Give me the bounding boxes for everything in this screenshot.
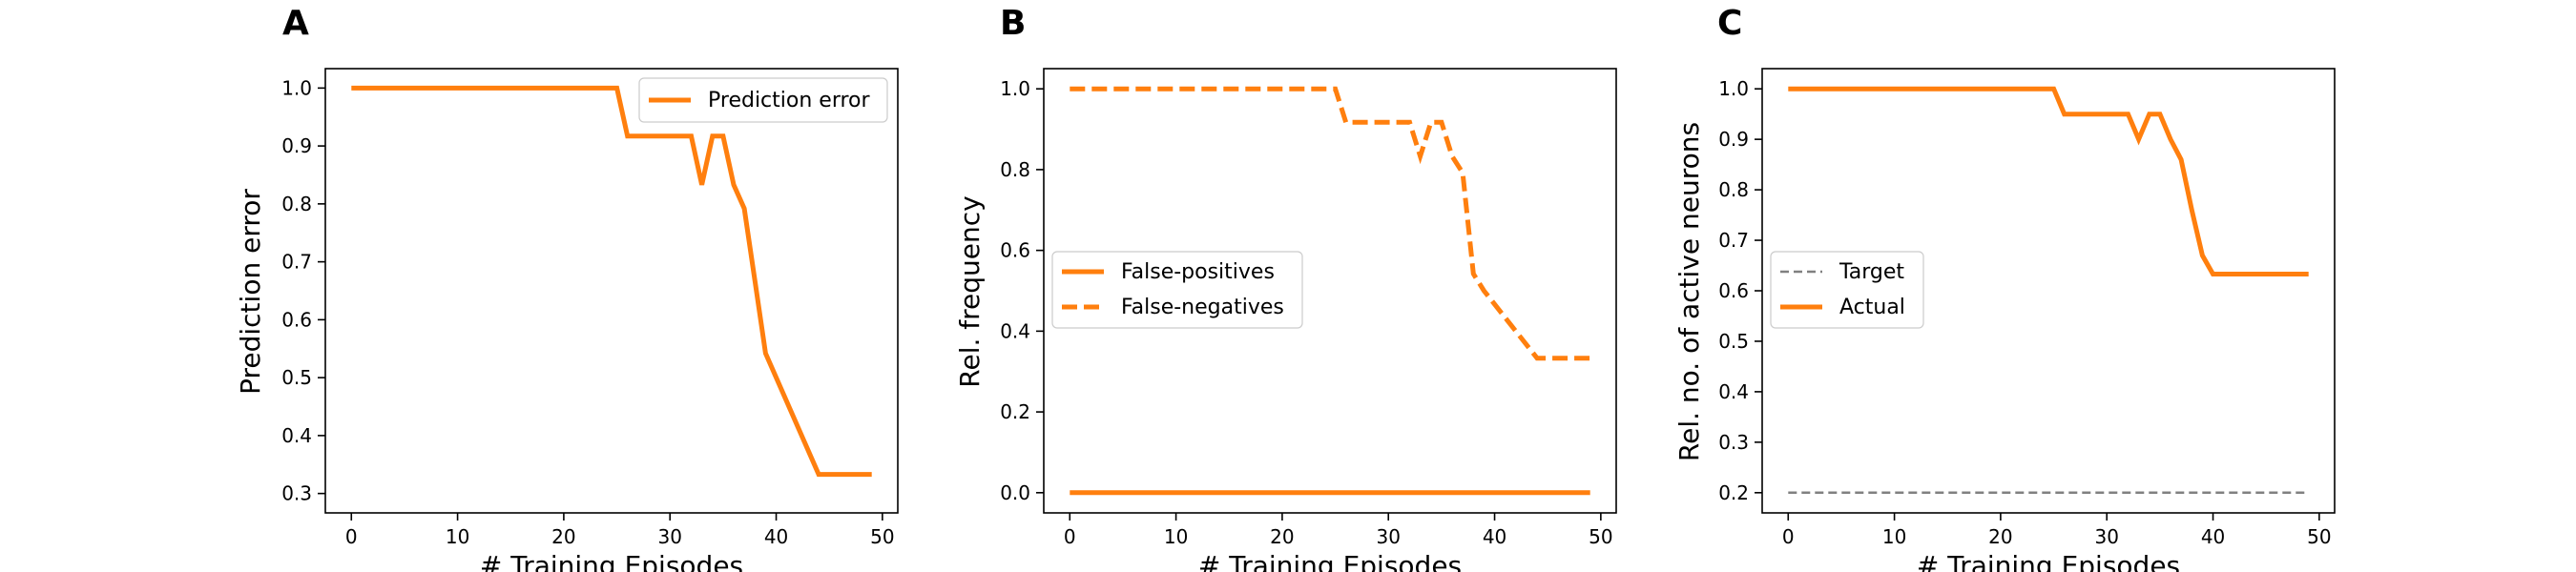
plot-frame-b	[1043, 68, 1617, 514]
legend-label-target: Target	[1839, 260, 1904, 284]
xlabel-b: # Training Episodes	[1198, 550, 1462, 572]
panel-letter-b: B	[1000, 4, 1026, 43]
ytick-label-b-3: 0.6	[1000, 239, 1030, 262]
ytick-label-a-3: 0.6	[281, 308, 312, 331]
xtick-label-c-30: 30	[2094, 525, 2118, 548]
legend-label-false-negatives: False-negatives	[1121, 296, 1284, 319]
xlabel-c: # Training Episodes	[1917, 550, 2180, 572]
ytick-label-a-6: 0.9	[281, 134, 312, 157]
ytick-label-a-4: 0.7	[281, 251, 312, 274]
ticks-b: 0 10 20 30 40 50 0.0 0.2 0.4 0.6 0.8 1.0	[1000, 77, 1612, 548]
ytick-label-c-4: 0.6	[1718, 279, 1749, 302]
ytick-label-b-4: 0.8	[1000, 158, 1030, 181]
ytick-label-c-8: 1.0	[1718, 77, 1749, 100]
ytick-label-c-3: 0.5	[1718, 330, 1749, 353]
xtick-label-c-10: 10	[1882, 525, 1906, 548]
ytick-label-a-2: 0.5	[281, 366, 312, 389]
xtick-label-b-20: 20	[1270, 525, 1294, 548]
xtick-label-a-10: 10	[446, 525, 469, 548]
series-line-prediction-error	[351, 85, 872, 478]
xtick-label-a-0: 0	[345, 525, 358, 548]
xtick-label-a-30: 30	[657, 525, 681, 548]
xtick-label-b-40: 40	[1483, 525, 1506, 548]
series-line-actual	[1788, 86, 2309, 276]
series-line-false-negatives	[1070, 86, 1590, 361]
xtick-label-a-50: 50	[870, 525, 894, 548]
ytick-label-b-2: 0.4	[1000, 319, 1030, 342]
ylabel-a: Prediction error	[235, 189, 266, 395]
ytick-label-c-7: 0.9	[1718, 128, 1749, 151]
ytick-label-c-5: 0.7	[1718, 229, 1749, 252]
ytick-label-a-7: 1.0	[281, 76, 312, 99]
panel-b: B Rel. frequency # Training Episodes 0 10…	[954, 4, 1617, 572]
panel-c: C Rel. no. of active neurons # Training …	[1673, 4, 2336, 572]
ticks-a: 0 10 20 30 40 50 0.3 0.4 0.5 0.6 0.7 0.8 0.9 1.0	[281, 76, 894, 548]
xtick-label-b-30: 30	[1376, 525, 1400, 548]
lines-a	[351, 85, 872, 478]
legend-c: Target Actual	[1770, 251, 1924, 329]
xtick-label-c-40: 40	[2201, 525, 2225, 548]
ytick-label-b-5: 1.0	[1000, 77, 1030, 100]
lines-b	[1070, 86, 1590, 496]
ytick-label-a-1: 0.4	[281, 424, 312, 447]
legend-box-b	[1051, 251, 1303, 329]
ytick-label-c-6: 0.8	[1718, 178, 1749, 201]
ytick-label-b-0: 0.0	[1000, 481, 1030, 504]
ytick-label-a-0: 0.3	[281, 482, 312, 505]
plot-frame-a	[324, 68, 899, 514]
xtick-label-b-50: 50	[1589, 525, 1612, 548]
ytick-label-c-1: 0.3	[1718, 431, 1749, 454]
ticks-c: 0 10 20 30 40 50 0.2 0.3 0.4 0.5 0.6 0.7 0.8 0.9 1.0	[1718, 77, 2331, 548]
ytick-label-c-2: 0.4	[1718, 380, 1749, 403]
xlabel-a: # Training Episodes	[480, 550, 743, 572]
xtick-label-b-0: 0	[1064, 525, 1076, 548]
xtick-label-a-20: 20	[551, 525, 575, 548]
ylabel-c: Rel. no. of active neurons	[1673, 122, 1705, 461]
ytick-label-b-1: 0.2	[1000, 400, 1030, 423]
xtick-label-c-50: 50	[2307, 525, 2331, 548]
panel-letter-a: A	[282, 4, 309, 43]
legend-b: False-positives False-negatives	[1051, 251, 1303, 329]
legend-box-a	[638, 77, 888, 123]
ytick-label-c-0: 0.2	[1718, 481, 1749, 504]
legend-label-prediction-error: Prediction error	[708, 89, 870, 112]
xtick-label-c-20: 20	[1988, 525, 2012, 548]
panel-letter-c: C	[1717, 4, 1742, 43]
ylabel-b: Rel. frequency	[954, 195, 986, 387]
legend-label-actual: Actual	[1839, 296, 1905, 319]
legend-label-false-positives: False-positives	[1121, 260, 1275, 284]
ytick-label-a-5: 0.8	[281, 193, 312, 215]
xtick-label-a-40: 40	[764, 525, 788, 548]
xtick-label-c-0: 0	[1782, 525, 1795, 548]
xtick-label-b-10: 10	[1164, 525, 1188, 548]
lines-c	[1788, 86, 2309, 495]
panel-a: A Prediction error # Training Episodes 0…	[235, 4, 899, 572]
legend-a: Prediction error	[638, 77, 888, 123]
